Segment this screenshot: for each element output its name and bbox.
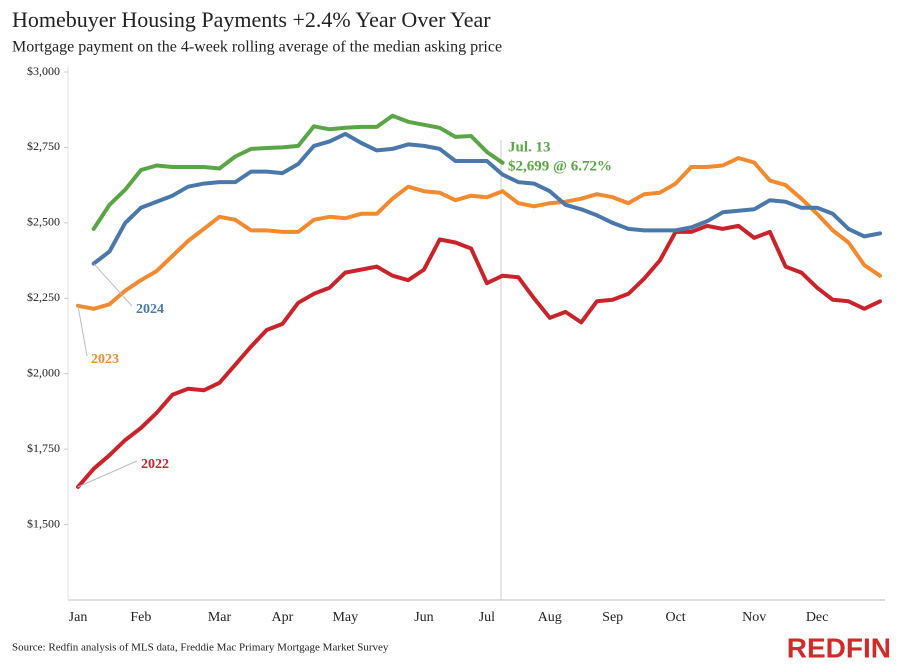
label-leader (77, 305, 88, 357)
x-tick-label: Dec (806, 610, 829, 625)
x-tick-label: Mar (208, 610, 232, 625)
y-tick-label: $2,000 (27, 365, 60, 379)
y-tick-label: $2,250 (27, 290, 60, 304)
brand-logo: REDFIN (787, 632, 891, 663)
y-tick-label: $1,500 (27, 516, 60, 530)
annotation: $2,699 @ 6.72% (508, 158, 612, 174)
source: Source: Redfin analysis of MLS data, Fre… (12, 642, 389, 654)
label-leader (93, 263, 133, 307)
label-leader (77, 460, 138, 488)
annotation: Jul. 13 (508, 139, 551, 155)
series-line (91, 113, 505, 231)
chart-title: Homebuyer Housing Payments +2.4% Year Ov… (12, 7, 491, 32)
x-tick-label: Sep (602, 610, 623, 625)
series-label: 2024 (136, 302, 164, 317)
x-tick-label: Jul (479, 610, 495, 625)
x-tick-label: Apr (272, 610, 294, 625)
series-line (76, 156, 882, 311)
x-tick-label: May (332, 610, 358, 625)
x-tick-label: Jun (414, 610, 433, 625)
x-tick-label: Nov (742, 610, 766, 625)
series-label: 2023 (91, 352, 119, 367)
x-tick-label: Oct (665, 610, 685, 625)
y-tick-label: $3,000 (27, 64, 60, 78)
series-line (76, 223, 882, 489)
y-tick-label: $2,500 (27, 215, 60, 229)
x-tick-label: Feb (130, 610, 151, 625)
y-tick-label: $2,750 (27, 139, 60, 153)
chart-subtitle: Mortgage payment on the 4-week rolling a… (12, 39, 502, 56)
x-tick-label: Jan (69, 610, 88, 625)
series-label: 2022 (141, 457, 169, 472)
x-tick-label: Aug (538, 610, 562, 625)
series-line (91, 131, 882, 266)
y-tick-label: $1,750 (27, 441, 60, 455)
